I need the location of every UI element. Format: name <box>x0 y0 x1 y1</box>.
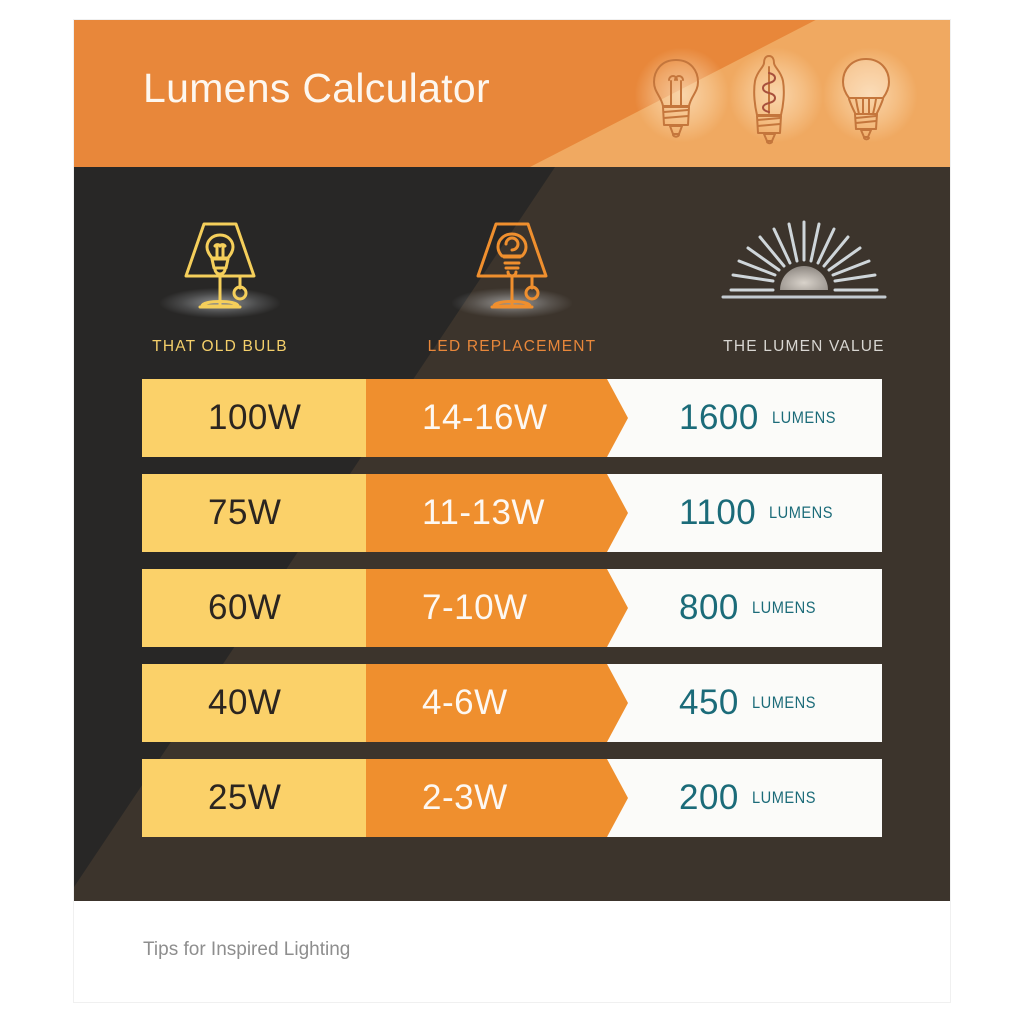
column-led-replacement: LED REPLACEMENT <box>366 202 658 377</box>
header-banner: Lumens Calculator <box>74 20 950 167</box>
row-old-watt-segment: 60W <box>142 569 387 647</box>
incandescent-bulb-icon <box>634 47 730 147</box>
row-led-watt-segment: 14-16W <box>366 379 628 457</box>
lumen-unit-label: LUMENS <box>751 788 816 807</box>
old-bulb-lamp-icon <box>159 202 280 320</box>
led-watt-value: 4-6W <box>422 683 508 722</box>
column-header-row: THAT OLD BULB <box>74 202 950 377</box>
row-led-watt-segment: 4-6W <box>366 664 628 742</box>
row-old-watt-segment: 40W <box>142 664 387 742</box>
lumen-unit-label: LUMENS <box>771 408 836 427</box>
table-row[interactable]: 100W 14-16W 1600 LUMENS <box>142 379 882 457</box>
comparison-rows: 100W 14-16W 1600 LUMENS 75W 11-13W <box>142 379 882 854</box>
lumen-value: 1100 <box>679 493 757 532</box>
column-label-old-bulb: THAT OLD BULB <box>152 338 288 355</box>
lumen-unit-label: LUMENS <box>769 503 834 522</box>
table-row[interactable]: 60W 7-10W 800 LUMENS <box>142 569 882 647</box>
old-watt-value: 40W <box>208 683 282 722</box>
lumen-unit-label: LUMENS <box>751 598 816 617</box>
lumen-value: 1600 <box>679 398 759 437</box>
row-lumen-segment: 800 LUMENS <box>607 569 882 647</box>
lumen-value: 800 <box>679 588 739 627</box>
old-watt-value: 100W <box>208 398 302 437</box>
lumen-unit-label: LUMENS <box>751 693 816 712</box>
row-old-watt-segment: 100W <box>142 379 387 457</box>
table-row[interactable]: 25W 2-3W 200 LUMENS <box>142 759 882 837</box>
led-watt-value: 7-10W <box>422 588 528 627</box>
sunburst-icon <box>711 202 897 320</box>
old-watt-value: 60W <box>208 588 282 627</box>
row-lumen-segment: 1100 LUMENS <box>607 474 882 552</box>
footer-bar: Tips for Inspired Lighting <box>74 901 950 1002</box>
lumen-value: 200 <box>679 778 739 817</box>
row-led-watt-segment: 2-3W <box>366 759 628 837</box>
column-old-bulb: THAT OLD BULB <box>74 202 366 377</box>
row-lumen-segment: 1600 LUMENS <box>607 379 882 457</box>
comparison-panel: THAT OLD BULB <box>74 167 950 901</box>
led-watt-value: 2-3W <box>422 778 508 817</box>
led-lamp-icon <box>451 202 572 320</box>
lumen-value: 450 <box>679 683 739 722</box>
old-watt-value: 75W <box>208 493 282 532</box>
row-led-watt-segment: 11-13W <box>366 474 628 552</box>
row-lumen-segment: 450 LUMENS <box>607 664 882 742</box>
led-watt-value: 11-13W <box>422 493 545 532</box>
column-label-lumen: THE LUMEN VALUE <box>723 338 885 355</box>
edison-bulb-icon <box>728 47 824 147</box>
footer-tagline: Tips for Inspired Lighting <box>143 939 351 960</box>
row-lumen-segment: 200 LUMENS <box>607 759 882 837</box>
led-watt-value: 14-16W <box>422 398 548 437</box>
infographic-card: Lumens Calculator <box>74 20 950 1002</box>
row-led-watt-segment: 7-10W <box>366 569 628 647</box>
page-title: Lumens Calculator <box>143 65 490 111</box>
old-watt-value: 25W <box>208 778 282 817</box>
column-label-led: LED REPLACEMENT <box>427 338 597 355</box>
table-row[interactable]: 75W 11-13W 1100 LUMENS <box>142 474 882 552</box>
table-row[interactable]: 40W 4-6W 450 LUMENS <box>142 664 882 742</box>
column-lumen-value: THE LUMEN VALUE <box>658 202 950 377</box>
row-old-watt-segment: 75W <box>142 474 387 552</box>
led-bulb-icon <box>822 47 918 147</box>
header-bulb-icon-group <box>634 47 926 148</box>
row-old-watt-segment: 25W <box>142 759 387 837</box>
